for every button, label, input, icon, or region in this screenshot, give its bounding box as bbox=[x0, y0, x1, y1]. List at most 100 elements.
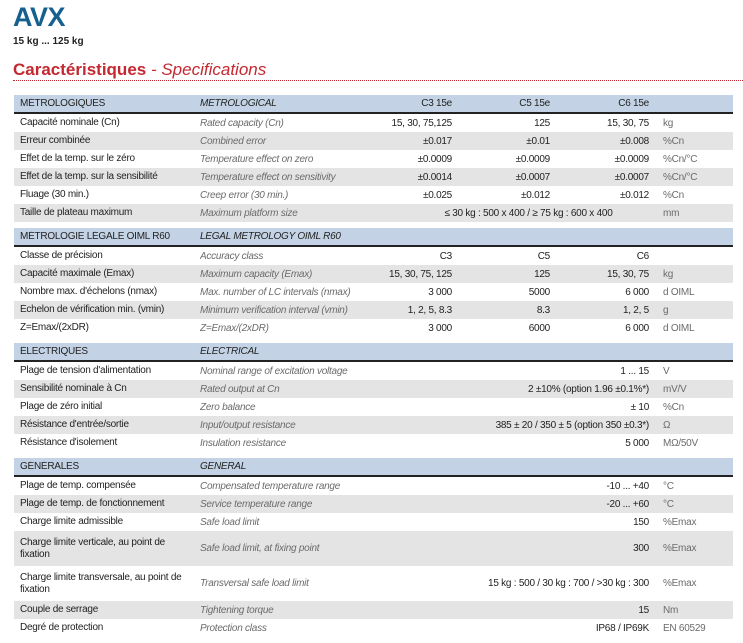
label-en: Service temperature range bbox=[200, 498, 313, 510]
value: IP68 / IP69K bbox=[595, 622, 649, 634]
table-row: Effet de la temp. sur la sensibilité Temp… bbox=[14, 168, 733, 186]
label-fr: Couple de serrage bbox=[20, 604, 99, 615]
label-en: Temperature effect on sensitivity bbox=[200, 171, 336, 183]
column-header: C3 15e bbox=[421, 98, 452, 109]
specifications-table: MÉTROLOGIQUES METROLOGICAL C3 15e C5 15e C6 … bbox=[14, 95, 733, 643]
unit: EN 60529 bbox=[663, 622, 706, 634]
table-row: Z=Emax/(2xDR) Z=Emax/(2xDR) 3 000 6000 6 000… bbox=[14, 319, 733, 337]
label-en: Insulation resistance bbox=[200, 437, 286, 449]
label-fr: Classe de précision bbox=[20, 250, 103, 261]
section-title-fr: MÉTROLOGIQUES bbox=[20, 97, 106, 109]
value: C6 bbox=[636, 250, 649, 262]
value: 3 000 bbox=[428, 322, 452, 334]
table-row: Couple de serrage Tightening torque 15 Nm bbox=[14, 601, 733, 619]
label-en: Maximum platform size bbox=[200, 207, 298, 219]
value: 125 bbox=[534, 117, 550, 129]
unit: kg bbox=[663, 117, 674, 129]
unit: mV/V bbox=[663, 383, 687, 395]
label-fr: Charge limite verticale, au point de fix… bbox=[20, 536, 165, 560]
label-fr: Charge limite admissible bbox=[20, 516, 123, 527]
value: ≤ 30 kg : 500 x 400 / ≥ 75 kg : 600 x 40… bbox=[444, 207, 613, 219]
value: 385 ± 20 / 350 ± 5 (option 350 ±0.3*) bbox=[495, 419, 649, 431]
label-en: Compensated temperature range bbox=[200, 480, 341, 492]
section-header-row: MÉTROLOGIQUES METROLOGICAL C3 15e C5 15e C6 … bbox=[14, 95, 733, 114]
label-fr: Erreur combinée bbox=[20, 135, 91, 146]
label-en: Rated capacity (Cn) bbox=[200, 117, 284, 129]
table-row: Effet de la temp. sur le zéro Temperature… bbox=[14, 150, 733, 168]
value: 1, 2, 5 bbox=[622, 304, 649, 316]
section-heading-fr: Caractéristiques bbox=[13, 60, 147, 79]
value: 6 000 bbox=[625, 322, 649, 334]
value: -20 ... +60 bbox=[606, 498, 649, 510]
unit: %Emax bbox=[663, 516, 697, 528]
label-en: Z=Emax/(2xDR) bbox=[200, 322, 269, 334]
value: ±0.025 bbox=[422, 189, 452, 201]
label-fr: Plage de temp. de fonctionnement bbox=[20, 498, 165, 509]
unit: d OIML bbox=[663, 322, 695, 334]
table-row: Résistance d'isolement Insulation resista… bbox=[14, 434, 733, 452]
value: 5 000 bbox=[625, 437, 649, 449]
spec-section: GÉNÉRALES GENERAL Plage de temp. compensée… bbox=[14, 458, 733, 637]
spec-section: MÉTROLOGIE LÉGALE OIML R60 LEGAL METROLOG… bbox=[14, 228, 733, 337]
table-row: Charge limite verticale, au point de fix… bbox=[14, 531, 733, 566]
value: ±0.017 bbox=[422, 135, 452, 147]
value: ±0.008 bbox=[619, 135, 649, 147]
spec-section: ÉLECTRIQUES ELECTRICAL Plage de tension d'… bbox=[14, 343, 733, 452]
section-title-fr: MÉTROLOGIE LÉGALE OIML R60 bbox=[20, 230, 170, 242]
value: 300 bbox=[633, 543, 649, 554]
value: 6 000 bbox=[625, 286, 649, 298]
section-title-en: LEGAL METROLOGY OIML R60 bbox=[200, 231, 341, 242]
section-title-fr: ÉLECTRIQUES bbox=[20, 345, 88, 357]
value: ± 10 bbox=[630, 401, 649, 413]
value: 15, 30, 75 bbox=[607, 268, 649, 280]
value: 3 000 bbox=[428, 286, 452, 298]
table-row: Plage de temp. compensée Compensated temp… bbox=[14, 477, 733, 495]
label-en: Nominal range of excitation voltage bbox=[200, 365, 348, 377]
label-fr: Plage de zéro initial bbox=[20, 401, 103, 412]
label-fr: Capacité maximale (Emax) bbox=[20, 268, 135, 279]
label-fr: Taille de plateau maximum bbox=[20, 207, 133, 218]
value: 150 bbox=[633, 516, 649, 528]
table-row: Nombre max. d'échelons (nmax) Max. number… bbox=[14, 283, 733, 301]
label-en: Temperature effect on zero bbox=[200, 153, 314, 165]
value: ±0.0007 bbox=[614, 171, 649, 183]
table-row: Classe de précision Accuracy class C3 C5 C6 bbox=[14, 247, 733, 265]
label-fr: Plage de tension d'alimentation bbox=[20, 365, 151, 376]
section-header-row: MÉTROLOGIE LÉGALE OIML R60 LEGAL METROLOG… bbox=[14, 228, 733, 247]
label-fr: Sensibilité nominale à Cn bbox=[20, 383, 127, 394]
unit: %Emax bbox=[663, 578, 697, 589]
unit: mm bbox=[663, 207, 680, 219]
table-row: Sensibilité nominale à Cn Rated output at… bbox=[14, 380, 733, 398]
value: 2 ±10% (option 1.96 ±0.1%*) bbox=[528, 383, 649, 395]
value: ±0.0009 bbox=[515, 153, 550, 165]
section-title-en: METROLOGICAL bbox=[200, 98, 277, 109]
value: 1 ... 15 bbox=[620, 365, 649, 377]
unit: °C bbox=[663, 498, 674, 510]
label-en: Max. number of LC intervals (nmax) bbox=[200, 286, 351, 298]
value: ±0.0009 bbox=[614, 153, 649, 165]
table-row: Erreur combinée Combined error ±0.017 ±0.01… bbox=[14, 132, 733, 150]
label-en: Protection class bbox=[200, 622, 267, 634]
value: 15, 30, 75 bbox=[607, 117, 649, 129]
unit: d OIML bbox=[663, 286, 695, 298]
unit: Ω bbox=[663, 419, 671, 431]
label-fr: Z=Emax/(2xDR) bbox=[20, 322, 89, 333]
table-row: Échelon de vérification min. (vmin) Minim… bbox=[14, 301, 733, 319]
column-header: C5 15e bbox=[519, 98, 550, 109]
table-row: Charge limite admissible Safe load limit 1… bbox=[14, 513, 733, 531]
value: 15, 30, 75, 125 bbox=[389, 268, 452, 280]
label-en: Safe load limit, at fixing point bbox=[200, 543, 320, 554]
table-row: Capacité nominale (Cn) Rated capacity (Cn… bbox=[14, 114, 733, 132]
value: ±0.0007 bbox=[515, 171, 550, 183]
label-en: Tightening torque bbox=[200, 604, 274, 616]
value: 1, 2, 5, 8.3 bbox=[407, 304, 452, 316]
table-row: Résistance d'entrée/sortie Input/output r… bbox=[14, 416, 733, 434]
label-fr: Résistance d'entrée/sortie bbox=[20, 419, 129, 430]
unit: °C bbox=[663, 480, 674, 492]
table-row: Degré de protection Protection class IP68 … bbox=[14, 619, 733, 637]
unit: MΩ/50V bbox=[663, 437, 698, 449]
value: 125 bbox=[534, 268, 550, 280]
unit: V bbox=[663, 365, 670, 377]
section-title-en: GENERAL bbox=[200, 461, 247, 472]
column-header: C6 15e bbox=[618, 98, 649, 109]
